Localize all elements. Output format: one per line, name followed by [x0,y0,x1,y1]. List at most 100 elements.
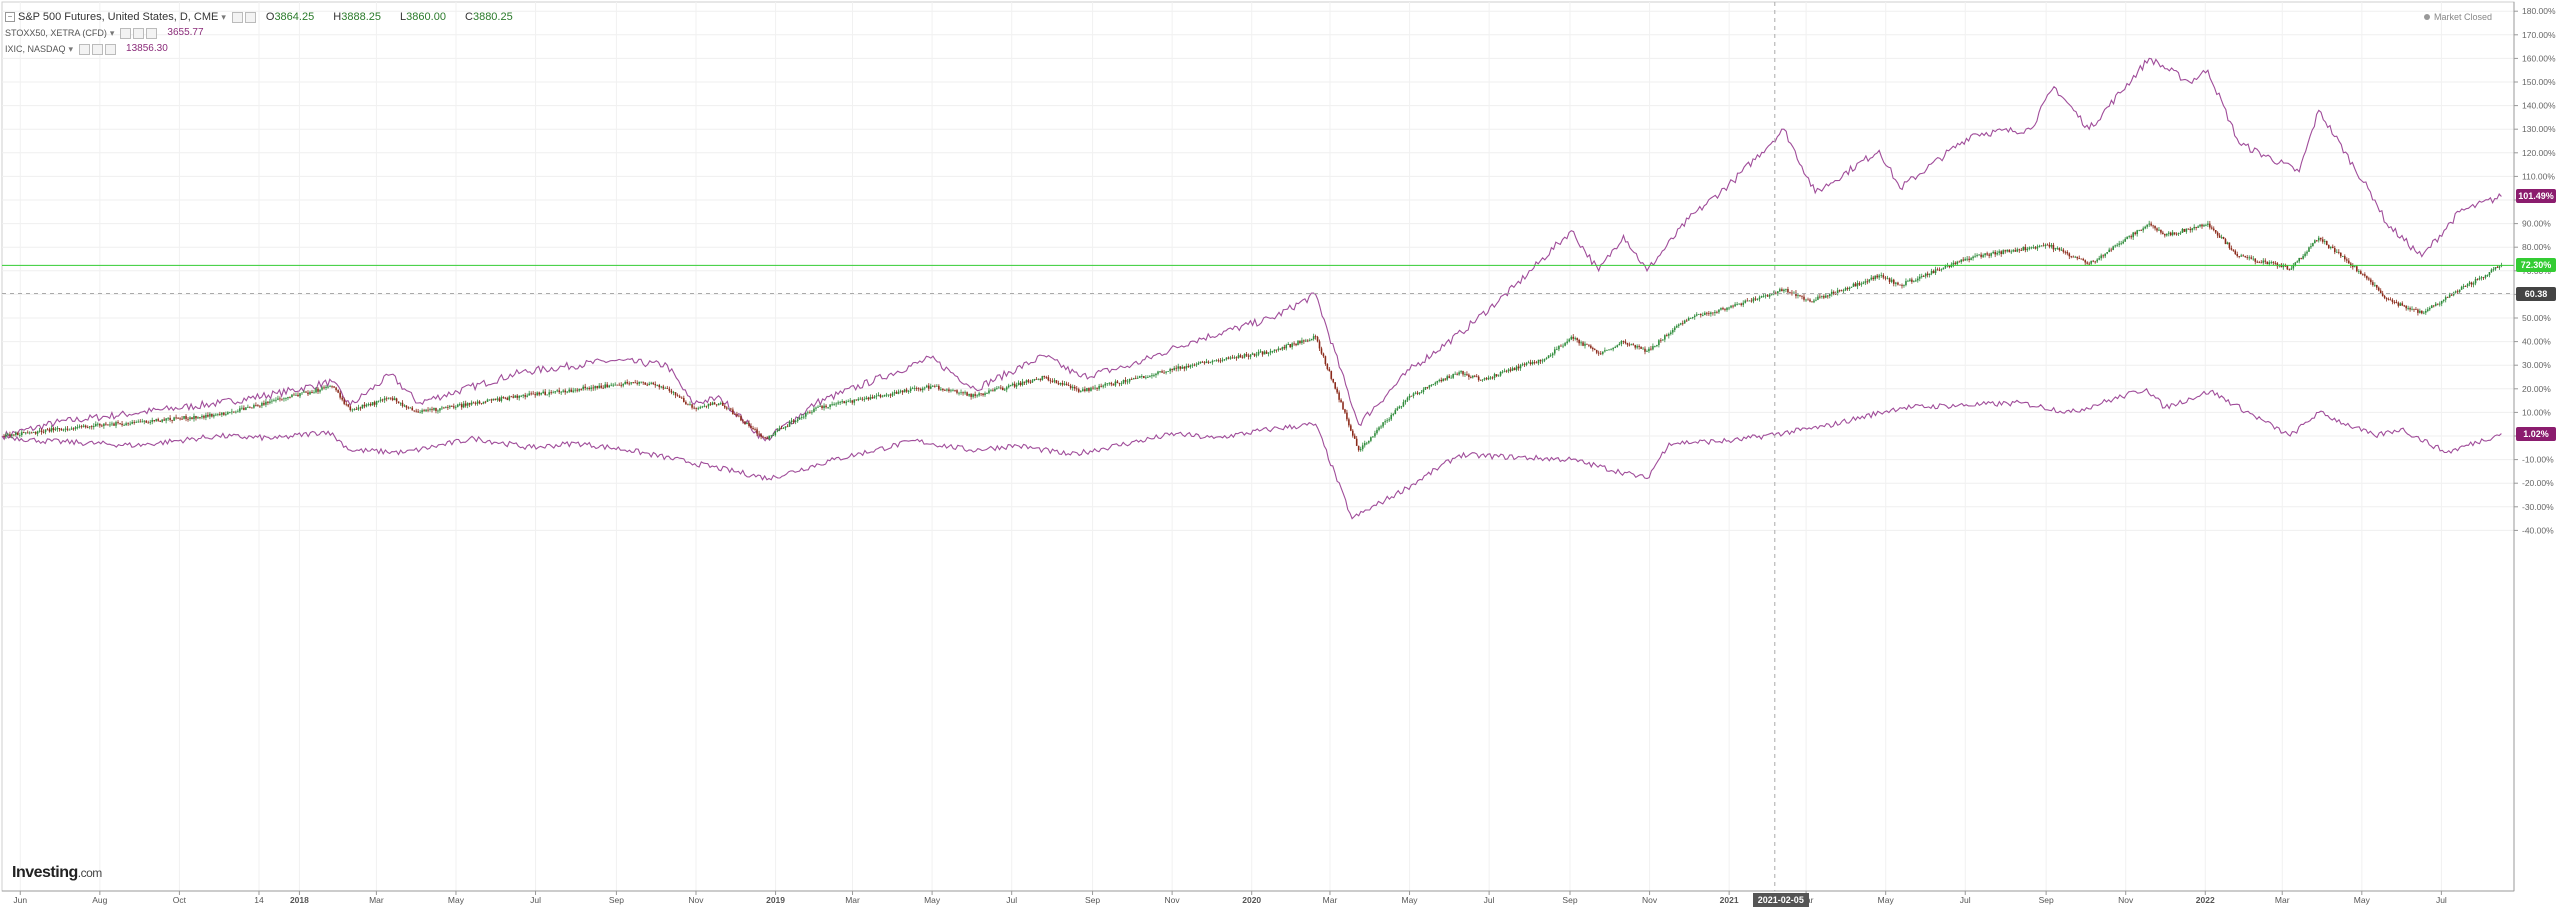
sp500-candle [2136,230,2138,235]
sp500-candle [411,407,414,411]
chevron-down-icon[interactable]: ▾ [68,44,74,54]
y-tick-label: 140.00% [2522,101,2556,111]
chevron-down-icon[interactable]: ▾ [109,28,115,38]
sp500-candle [2428,308,2431,310]
legend-main[interactable]: − S&P 500 Futures, United States, D, CME… [5,9,529,25]
sp500-candle [2423,312,2425,314]
sp500-candle [2490,269,2493,273]
sp500-candle [2395,302,2398,303]
sp500-candle [2106,252,2108,254]
close-icon[interactable] [105,43,117,55]
sp500-candle [1027,380,1030,382]
sp500-candle [728,408,730,410]
settings-icon[interactable] [244,11,256,23]
sp500-candle [829,404,831,408]
sp500-candle [1984,253,1986,256]
y-tick-label: 30.00% [2522,360,2551,370]
sp500-candle [191,417,193,420]
sp500-candle [1171,368,1173,370]
sp500-candle [2070,256,2073,258]
sp500-candle [2108,249,2110,253]
sp500-candle [2124,238,2126,242]
close-icon[interactable] [146,27,158,39]
sp500-candle [1370,437,1372,441]
sp500-candle [921,388,924,391]
sp500-candle [1404,400,1407,403]
sp500-candle [994,388,996,391]
legend-compare-nasdaq[interactable]: IXIC, NASDAQ ▾ 13856.30 [5,41,529,57]
sp500-candle [1259,351,1262,353]
sp500-candle [1483,378,1486,380]
sp500-candle [1153,375,1155,376]
sp500-candle [1088,387,1090,391]
sp500-candle [2288,269,2291,271]
visibility-toggle-icon[interactable] [231,11,243,23]
sp500-candle [970,393,972,397]
sp500-candle [1249,354,1252,357]
visibility-toggle-icon[interactable] [120,27,132,39]
sp500-candle [2304,253,2306,257]
sp500-candle [756,429,758,434]
sp500-candle [257,405,259,407]
sp500-candle [177,417,179,419]
sp500-candle [1785,289,1787,290]
sp500-candle [1472,375,1474,378]
sp500-candle [584,386,586,389]
settings-icon[interactable] [133,27,145,39]
sp500-candle [1071,386,1074,388]
chevron-down-icon[interactable]: ▾ [221,12,226,22]
visibility-toggle-icon[interactable] [79,43,91,55]
sp500-candle [1444,378,1447,380]
sp500-candle [42,431,45,433]
sp500-candle [269,401,271,403]
sp500-candle [472,402,475,404]
sp500-candle [948,389,950,392]
sp500-candle [181,418,183,420]
sp500-candle [2258,262,2261,264]
sp500-candle [295,394,297,396]
sp500-candle [2173,232,2176,234]
nasdaq-symbol-name[interactable]: IXIC, NASDAQ [5,44,66,54]
sp500-candle [1541,360,1544,362]
sp500-candle [2264,260,2267,262]
sp500-candle [678,396,681,398]
sp500-candle [2462,286,2465,287]
sp500-candle [664,387,667,389]
sp500-candle [740,416,742,421]
stoxx-symbol-name[interactable]: STOXX50, XETRA (CFD) [5,28,107,38]
sp500-candle [1005,387,1008,390]
sp500-candle [1197,363,1200,365]
main-symbol-name[interactable]: S&P 500 Futures, United States, D, CME [18,11,219,23]
settings-icon[interactable] [92,43,104,55]
sp500-candle [151,420,154,422]
collapse-legend-button[interactable]: − [5,12,15,22]
sp500-candle [2162,232,2164,235]
sp500-candle [1597,352,1600,354]
sp500-candle [2415,309,2417,310]
sp500-candle [1756,299,1759,300]
legend-compare-stoxx[interactable]: STOXX50, XETRA (CFD) ▾ 3655.77 [5,25,529,41]
sp500-candle [1301,340,1303,344]
sp500-candle [897,391,900,394]
sp500-candle [805,412,807,417]
x-tick-label: Aug [92,895,107,905]
sp500-candle [2104,253,2106,257]
sp500-candle [1175,367,1178,369]
sp500-candle [237,411,239,413]
sp500-candle [2356,266,2358,272]
y-tick-label: 110.00% [2522,171,2555,181]
sp500-candle [1673,327,1676,330]
sp500-candle [1086,387,1088,391]
sp500-candle [2000,251,2003,255]
sp500-candle [2193,226,2195,229]
sp500-candle [369,404,372,406]
sp500-candle [159,420,161,422]
sp500-candle [790,420,793,423]
sp500-candle [2134,232,2136,235]
sp500-candle [62,429,65,431]
sp500-candle [46,429,49,431]
sp500-candle [299,393,301,397]
sp500-candle [347,404,350,407]
